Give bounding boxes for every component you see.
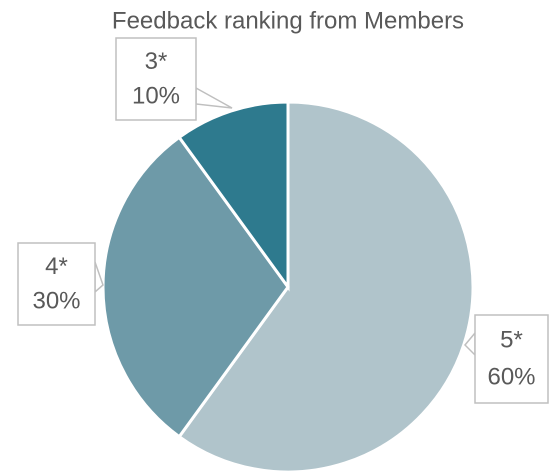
callout-box xyxy=(115,37,197,121)
callout-box xyxy=(17,242,96,326)
pie-slice xyxy=(177,100,475,472)
pie-slice xyxy=(101,135,290,439)
data-label-value: 30% xyxy=(32,287,80,314)
data-label-category: 4* xyxy=(45,253,68,280)
pie-slice xyxy=(177,100,290,292)
data-label-value: 10% xyxy=(132,82,180,109)
callout-pointer xyxy=(195,86,233,109)
chart-title: Feedback ranking from Members xyxy=(112,7,464,34)
data-label-category: 3* xyxy=(145,48,168,75)
data-label-category: 5* xyxy=(500,327,523,354)
callout-box xyxy=(474,314,549,404)
data-label-value: 60% xyxy=(487,364,535,391)
